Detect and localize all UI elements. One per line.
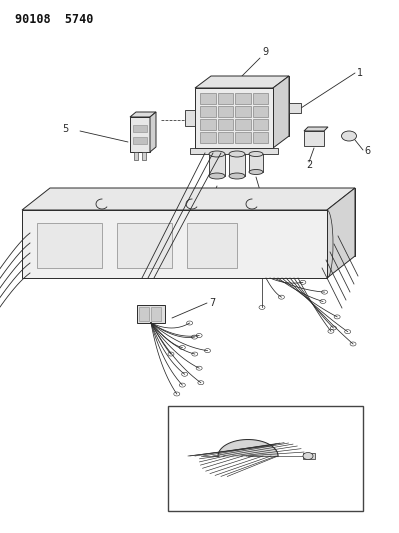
Bar [253,132,268,143]
Bar [142,152,146,160]
Polygon shape [150,112,156,152]
Bar [133,125,147,132]
Polygon shape [273,76,289,148]
Bar [303,453,315,459]
Text: 3: 3 [257,192,263,202]
Bar [217,132,233,143]
Bar [217,119,233,130]
Text: 1: 1 [357,68,363,78]
Bar [209,154,225,176]
Ellipse shape [249,151,263,157]
Polygon shape [130,117,150,152]
Polygon shape [130,112,156,117]
Text: 6: 6 [364,146,370,156]
Bar [229,154,245,176]
Bar [217,93,233,104]
Ellipse shape [342,131,356,141]
Bar [37,223,102,268]
Bar [139,307,149,321]
Ellipse shape [303,453,313,459]
Bar [187,223,237,268]
Ellipse shape [249,169,263,174]
Bar [200,132,215,143]
Polygon shape [327,188,355,278]
Text: 5: 5 [62,124,68,134]
Bar [235,93,251,104]
Text: 8: 8 [305,412,311,422]
Polygon shape [22,188,355,210]
Ellipse shape [209,151,225,157]
Bar [217,106,233,117]
Polygon shape [211,76,289,136]
Bar [200,93,215,104]
Polygon shape [304,127,328,131]
Polygon shape [50,188,355,256]
Polygon shape [195,88,273,148]
Text: 9: 9 [262,47,268,57]
Bar [190,148,278,154]
Bar [151,307,161,321]
Bar [289,103,301,113]
Bar [200,106,215,117]
Bar [117,223,172,268]
Bar [249,154,263,172]
Ellipse shape [229,151,245,157]
Bar [168,406,363,511]
Bar [133,137,147,144]
Bar [137,305,165,323]
Bar [235,119,251,130]
Bar [235,132,251,143]
Bar [253,106,268,117]
Bar [185,110,195,126]
Bar [253,93,268,104]
Bar [304,131,324,146]
Text: 90108  5740: 90108 5740 [15,13,93,26]
Text: 7: 7 [209,298,215,308]
Bar [253,119,268,130]
Bar [134,152,138,160]
Text: 8: 8 [292,492,298,502]
Text: 2: 2 [306,160,312,170]
Bar [200,119,215,130]
Text: 4: 4 [203,202,209,212]
Bar [235,106,251,117]
Polygon shape [22,210,327,278]
Ellipse shape [229,173,245,179]
Ellipse shape [209,173,225,179]
Polygon shape [195,76,289,88]
